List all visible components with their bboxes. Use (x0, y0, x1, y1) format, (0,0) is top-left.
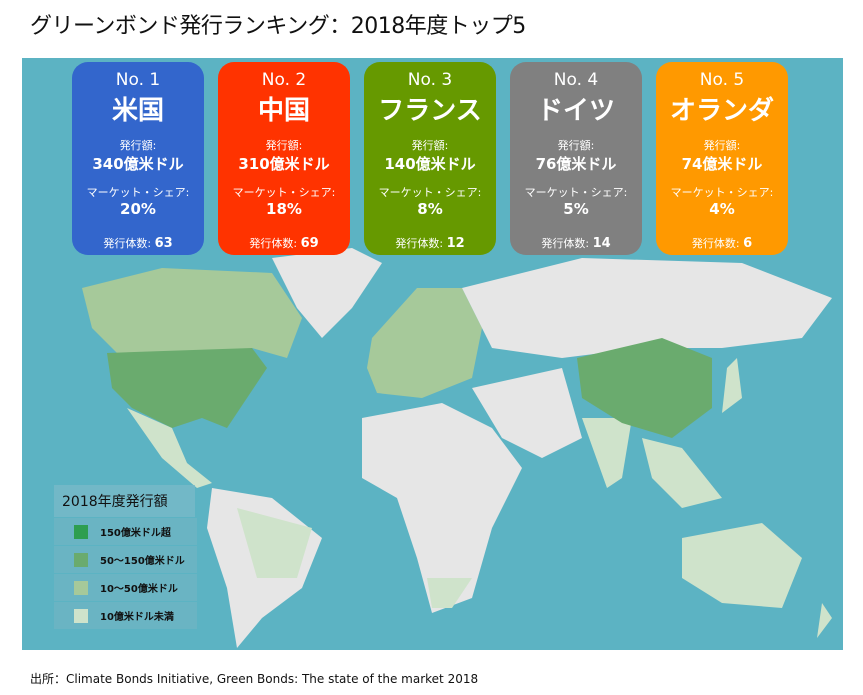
india (582, 418, 632, 488)
world-map: No. 1 米国 発行額: 340億米ドル マーケット・シェア: 20% 発行体… (22, 58, 843, 650)
brazil (237, 508, 312, 578)
legend-label: 150億米ドル超 (100, 528, 171, 539)
amount-value: 310億米ドル (238, 155, 330, 173)
usa (107, 348, 267, 428)
amount-label: 発行額: (119, 139, 157, 152)
rank-card-2: No. 2 中国 発行額: 310億米ドル マーケット・シェア: 18% 発行体… (218, 62, 350, 255)
africa (362, 403, 522, 613)
greenland (272, 248, 382, 338)
share-value: 8% (417, 200, 443, 218)
count-label: 発行体数: (103, 237, 152, 250)
count-value: 14 (592, 236, 611, 251)
legend-label: 10～50億米ドル (100, 584, 178, 595)
rank-card-4: No. 4 ドイツ 発行額: 76億米ドル マーケット・シェア: 5% 発行体数… (510, 62, 642, 255)
legend-swatch (74, 608, 88, 623)
amount-value: 76億米ドル (535, 155, 617, 173)
share-value: 5% (563, 200, 589, 218)
amount-label: 発行額: (265, 139, 303, 152)
share-label: マーケット・シェア: (670, 186, 774, 199)
count-label: 発行体数: (249, 237, 298, 250)
rank-label: No. 4 (553, 70, 599, 90)
rank-card-3: No. 3 フランス 発行額: 140億米ドル マーケット・シェア: 8% 発行… (364, 62, 496, 255)
legend-swatch (74, 580, 88, 595)
share-label: マーケット・シェア: (524, 186, 628, 199)
rank-label: No. 2 (261, 70, 307, 90)
legend-item: 10～50億米ドル (54, 574, 197, 601)
country-name: ドイツ (536, 96, 615, 126)
canada (82, 268, 302, 358)
amount-value: 340億米ドル (92, 155, 184, 173)
legend-label: 50～150億米ドル (100, 556, 185, 567)
mexico (127, 408, 212, 488)
country-name: フランス (378, 96, 482, 126)
count-label: 発行体数: (691, 237, 740, 250)
legend-item: 50～150億米ドル (54, 546, 197, 573)
count-value: 63 (154, 236, 173, 251)
australia (682, 523, 802, 608)
legend-item: 150億米ドル超 (54, 518, 197, 545)
amount-label: 発行額: (703, 139, 741, 152)
amount-value: 74億米ドル (681, 155, 763, 173)
count-label: 発行体数: (395, 237, 444, 250)
new-zealand (817, 603, 832, 638)
amount-value: 140億米ドル (384, 155, 476, 173)
legend-swatch (74, 524, 88, 539)
share-value: 18% (266, 200, 302, 218)
southeast-asia (642, 438, 722, 508)
rank-card-1: No. 1 米国 発行額: 340億米ドル マーケット・シェア: 20% 発行体… (72, 62, 204, 255)
legend-item: 10億米ドル未満 (54, 602, 197, 629)
count-value: 6 (743, 236, 753, 251)
middle-east (472, 368, 582, 458)
legend-label: 10億米ドル未満 (100, 612, 174, 623)
share-label: マーケット・シェア: (232, 186, 336, 199)
legend-swatch (74, 552, 88, 567)
page-title: グリーンボンド発行ランキング：2018年度トップ5 (30, 14, 526, 39)
rank-card-5: No. 5 オランダ 発行額: 74億米ドル マーケット・シェア: 4% 発行体… (656, 62, 788, 255)
europe (367, 288, 482, 398)
share-value: 20% (120, 200, 156, 218)
legend-title: 2018年度発行額 (54, 485, 195, 517)
rank-label: No. 3 (407, 70, 453, 90)
country-name: 米国 (111, 96, 164, 126)
amount-label: 発行額: (411, 139, 449, 152)
share-label: マーケット・シェア: (86, 186, 190, 199)
rank-label: No. 5 (699, 70, 745, 90)
map-land (82, 248, 832, 648)
russia (462, 258, 832, 358)
count-label: 発行体数: (541, 237, 590, 250)
amount-label: 発行額: (557, 139, 595, 152)
count-value: 69 (300, 236, 319, 251)
rank-label: No. 1 (115, 70, 161, 90)
china (577, 338, 712, 438)
source-note: 出所：Climate Bonds Initiative, Green Bonds… (30, 672, 479, 686)
map-legend: 2018年度発行額 150億米ドル超 50～150億米ドル 10～50億米ドル … (54, 485, 197, 629)
share-label: マーケット・シェア: (378, 186, 482, 199)
share-value: 4% (709, 200, 735, 218)
country-name: オランダ (669, 96, 774, 126)
south-africa (427, 578, 472, 608)
japan (722, 358, 742, 413)
count-value: 12 (446, 236, 465, 251)
country-name: 中国 (257, 96, 310, 126)
